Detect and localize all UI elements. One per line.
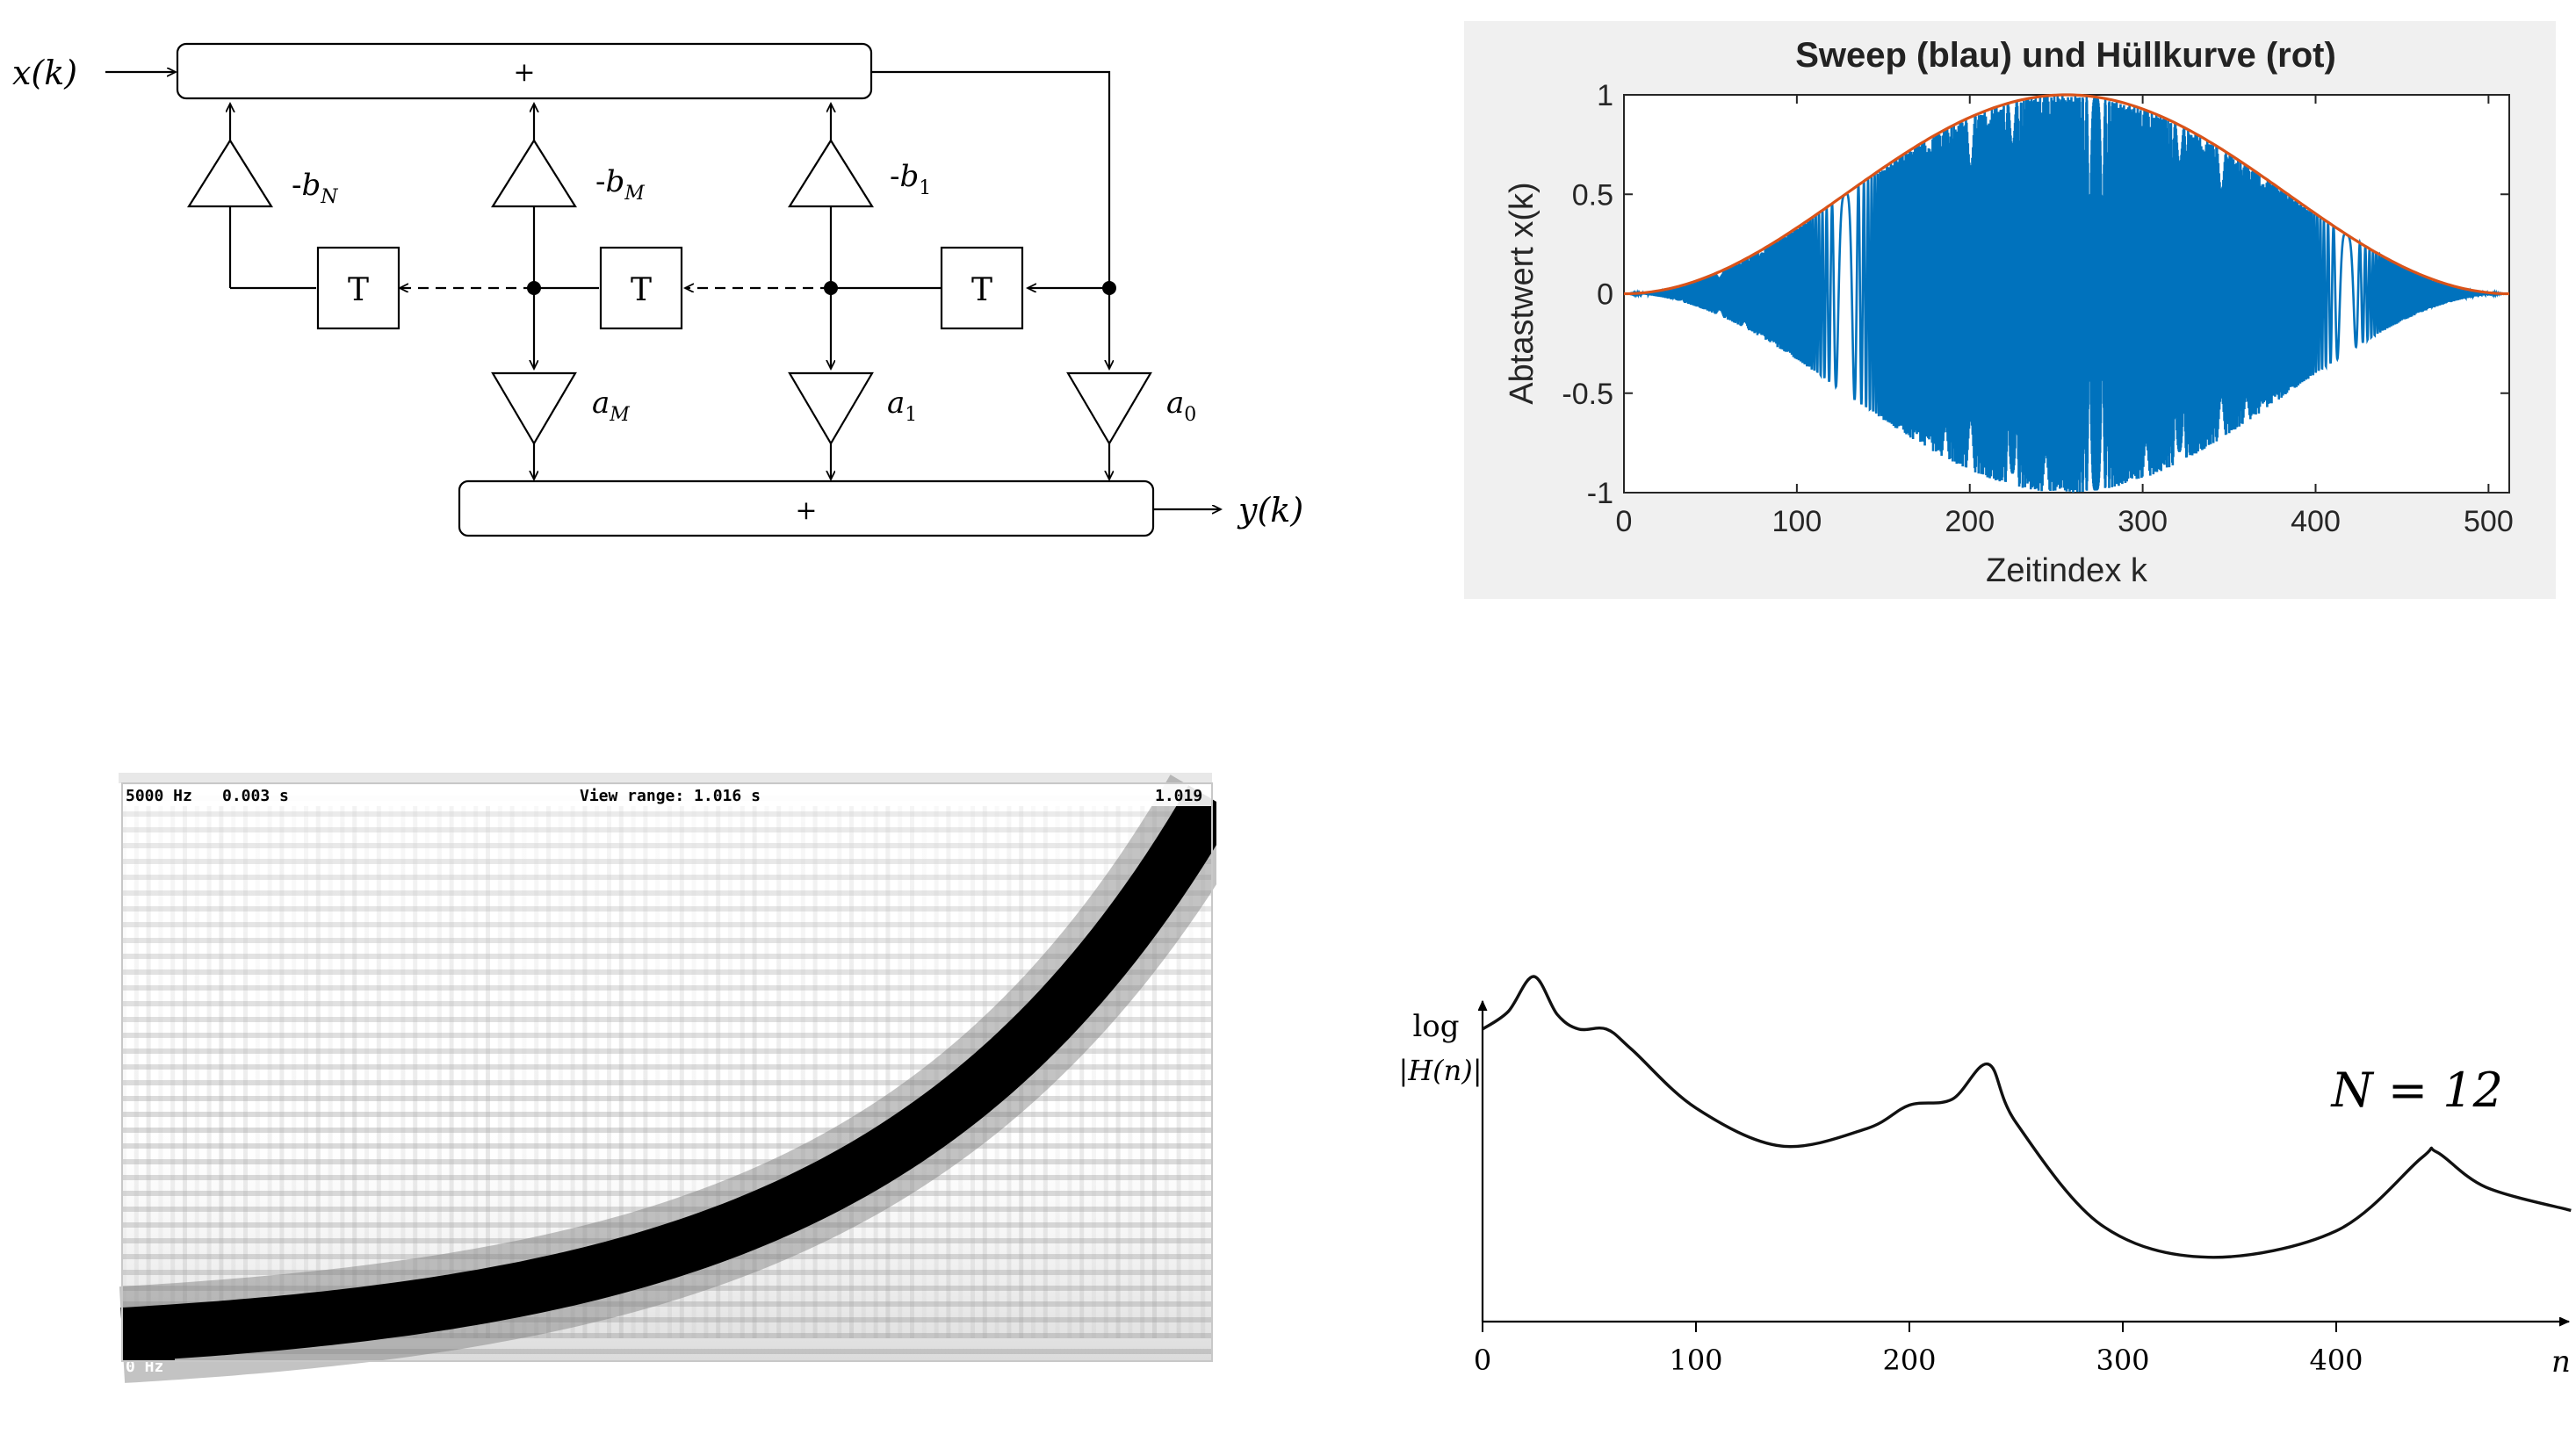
delay-label-m: T <box>631 272 652 308</box>
sweep-series-line <box>1624 95 2509 493</box>
input-label: x(k) <box>12 54 77 92</box>
gain-triangle-bn <box>187 138 273 208</box>
spectrogram-svg: 5000 Hz 0.003 s View range: 1.016 s 1.01… <box>119 773 1216 1383</box>
gain-triangle-a0 <box>1066 371 1152 446</box>
response-xlabel: n <box>2551 1344 2571 1380</box>
response-xtick-label: 100 <box>1669 1344 1722 1377</box>
sweep-xlabel: Zeitindex k <box>1986 552 2148 589</box>
node-1 <box>824 281 838 295</box>
sweep-xtick-label: 0 <box>1616 505 1633 538</box>
spectrogram: 5000 Hz 0.003 s View range: 1.016 s 1.01… <box>119 764 1216 1387</box>
sweep-xtick-label: 200 <box>1945 505 1995 538</box>
filter-block-diagram: x(k) y(k) + + T T T -bN -bM -b1 aM a1 a0 <box>0 0 1353 580</box>
magnitude-response-chart: 0 100 200 300 400 log |H(n)| n N = 12 <box>1353 948 2573 1414</box>
delay-block-n <box>316 246 400 330</box>
sweep-xtick-label: 100 <box>1772 505 1822 538</box>
envelope-series-line <box>1624 93 2509 296</box>
coef-a1: a1 <box>887 386 917 426</box>
coef-am: aM <box>592 386 630 426</box>
sweep-xtick-label: 500 <box>2464 505 2514 538</box>
sweep-ytick-label: 0 <box>1597 278 1613 312</box>
node-m <box>527 281 541 295</box>
spec-time-end: 1.019 <box>1155 787 1202 805</box>
sweep-svg: Sweep (blau) und Hüllkurve (rot) 0 100 200… <box>1464 21 2556 599</box>
node-0 <box>1102 281 1116 295</box>
gain-triangle-am <box>491 371 577 446</box>
sweep-xtick-label: 400 <box>2291 505 2341 538</box>
spec-time-start: 0.003 s <box>222 787 289 805</box>
response-xtick-label: 400 <box>2309 1344 2363 1377</box>
adder-bottom-sign: + <box>795 495 817 526</box>
coef-bn: -bN <box>292 168 338 208</box>
delay-block-m <box>599 246 683 330</box>
response-ylabel-mag: |H(n)| <box>1398 1054 1482 1087</box>
spectrogram-sweep-band <box>120 785 1216 1362</box>
response-xtick-label: 300 <box>2096 1344 2149 1377</box>
delay-label-n: T <box>348 272 369 308</box>
coef-b1: -b1 <box>890 159 931 199</box>
sweep-title: Sweep (blau) und Hüllkurve (rot) <box>1795 36 2336 75</box>
diagram-svg: x(k) y(k) + + T T T -bN -bM -b1 aM a1 a0 <box>12 42 1303 537</box>
response-xtick-label: 200 <box>1882 1344 1936 1377</box>
sweep-ylabel: Abtastwert x(k) <box>1504 182 1541 404</box>
gain-triangle-b1 <box>788 138 874 208</box>
delay-label-1: T <box>971 272 992 308</box>
sweep-chart: Sweep (blau) und Hüllkurve (rot) 0 100 200… <box>1464 21 2556 599</box>
adder-top-sign: + <box>513 57 535 88</box>
spec-freq-bottom: 0 Hz <box>126 1358 163 1376</box>
sweep-xtick-label: 300 <box>2118 505 2168 538</box>
response-annotation: N = 12 <box>2329 1063 2503 1118</box>
sweep-ytick-label: 1 <box>1597 79 1613 112</box>
gain-triangle-bm <box>491 138 577 208</box>
output-label: y(k) <box>1237 491 1303 530</box>
sweep-ytick-label: -0.5 <box>1562 378 1613 411</box>
response-series-line <box>1482 975 2572 1259</box>
response-svg: 0 100 200 300 400 log |H(n)| n N = 12 <box>1398 975 2572 1380</box>
response-xtick-label: 0 <box>1474 1344 1491 1377</box>
response-ylabel-log: log <box>1412 1009 1459 1044</box>
spec-view-range: View range: 1.016 s <box>580 787 761 805</box>
sweep-ytick-label: 0.5 <box>1572 178 1613 212</box>
delay-block-1 <box>940 246 1024 330</box>
gain-triangle-a1 <box>788 371 874 446</box>
spec-freq-top: 5000 Hz <box>126 787 192 805</box>
sweep-ytick-label: -1 <box>1587 477 1613 510</box>
coef-bm: -bM <box>595 164 645 205</box>
coef-a0: a0 <box>1166 386 1196 426</box>
